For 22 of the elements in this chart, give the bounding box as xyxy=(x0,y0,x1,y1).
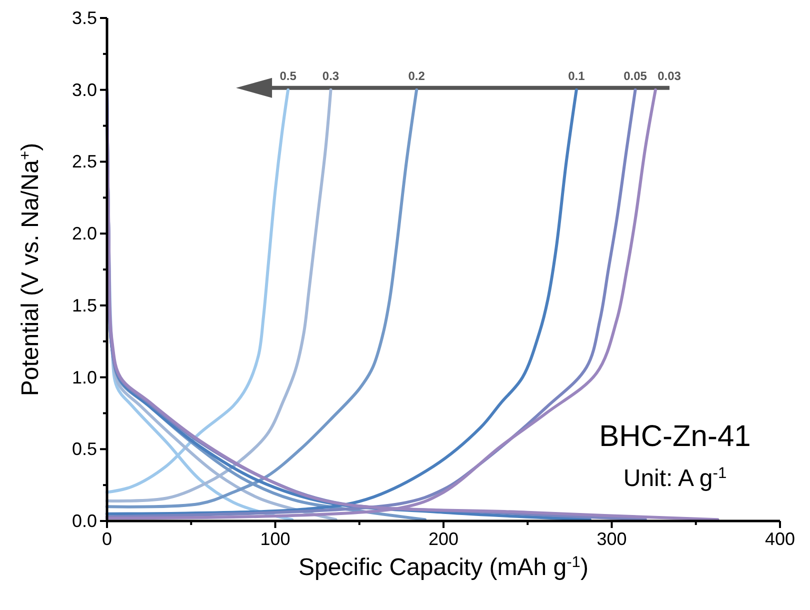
x-tick-label: 300 xyxy=(596,529,627,549)
x-tick-label: 0 xyxy=(102,529,112,549)
series-label: 0.5 xyxy=(280,68,297,83)
series-label: 0.03 xyxy=(658,68,682,83)
y-tick-label: 2.5 xyxy=(72,152,97,172)
x-tick-label: 400 xyxy=(764,529,796,549)
y-tick-label: 1.0 xyxy=(72,367,97,388)
series-label: 0.3 xyxy=(322,68,340,83)
annotation: Unit: A g$^{-1}$ xyxy=(623,464,727,492)
annotation: BHC-Zn-41 xyxy=(599,420,751,453)
series-label: 0.05 xyxy=(624,68,648,83)
series-label: 0.2 xyxy=(408,68,426,83)
x-axis-title: Specific Capacity (mAh g$^{-1}$) xyxy=(298,554,588,581)
series-label: 0.1 xyxy=(568,68,586,83)
y-tick-label: 0.0 xyxy=(72,511,97,531)
y-tick-label: 3.0 xyxy=(72,80,97,100)
y-tick-label: 1.5 xyxy=(72,295,97,316)
y-tick-label: 0.5 xyxy=(72,439,97,460)
x-tick-label: 100 xyxy=(260,529,290,549)
y-tick-label: 3.5 xyxy=(72,8,97,28)
x-tick-label: 200 xyxy=(428,529,459,549)
y-tick-label: 2.0 xyxy=(72,224,97,244)
